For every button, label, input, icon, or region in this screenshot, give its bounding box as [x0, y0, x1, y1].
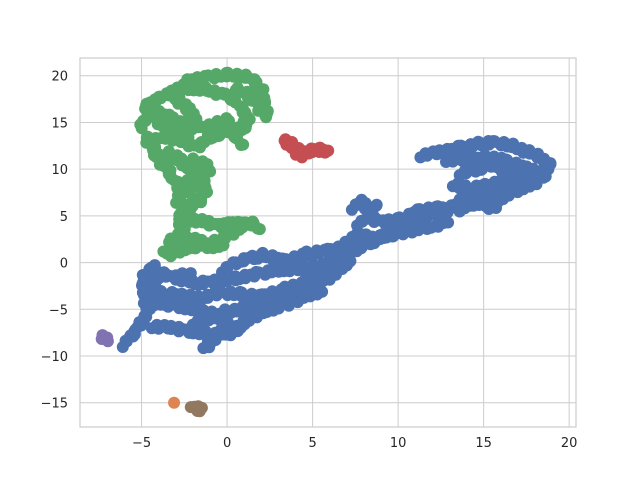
scatter-point — [506, 180, 519, 193]
scatter-point — [482, 203, 495, 215]
scatter-point — [184, 187, 197, 200]
scatter-series — [95, 329, 114, 348]
scatter-point — [253, 223, 266, 236]
scatter-series — [168, 396, 181, 409]
data-points — [95, 66, 557, 418]
scatter-series — [116, 135, 557, 355]
y-tick-label: 10 — [51, 163, 68, 178]
x-tick-label: 0 — [223, 436, 231, 451]
scatter-point — [441, 206, 454, 219]
scatter-point — [260, 109, 273, 122]
x-tick-label: 5 — [308, 436, 316, 451]
scatter-point — [322, 144, 335, 157]
scatter-point — [217, 239, 230, 251]
y-tick-label: 20 — [51, 70, 68, 85]
scatter-point — [235, 139, 248, 151]
scatter-point — [442, 216, 455, 229]
y-tick-label: −5 — [49, 303, 68, 318]
plot-frame — [79, 57, 577, 428]
scatter-point — [528, 173, 540, 186]
axes-border — [79, 57, 577, 428]
scatter-point — [168, 396, 181, 409]
scatter-series — [134, 66, 274, 263]
scatter-point — [182, 131, 195, 144]
scatter-series — [184, 400, 208, 418]
scatter-point — [236, 221, 249, 234]
scatter-point — [316, 285, 329, 298]
scatter-point — [370, 199, 383, 212]
y-tick-label: 0 — [60, 257, 68, 272]
y-tick-label: 5 — [60, 210, 68, 225]
scatter-point — [197, 342, 210, 355]
scatter-point — [223, 114, 235, 127]
tick-labels: −5 0 5 10 15 20 −15 −10 −5 0 5 10 15 20 — [41, 70, 578, 451]
x-tick-label: 15 — [475, 436, 492, 451]
scatter-series — [278, 133, 335, 164]
x-tick-label: 20 — [561, 436, 578, 451]
scatter-point — [193, 405, 206, 418]
y-tick-label: −15 — [41, 397, 68, 412]
y-tick-label: 15 — [51, 116, 68, 131]
y-tick-label: −10 — [41, 350, 68, 365]
scatter-point — [257, 307, 270, 320]
x-tick-label: −5 — [132, 436, 151, 451]
scatter-point — [170, 196, 183, 209]
scatter-point — [101, 335, 114, 348]
x-tick-label: 10 — [390, 436, 407, 451]
